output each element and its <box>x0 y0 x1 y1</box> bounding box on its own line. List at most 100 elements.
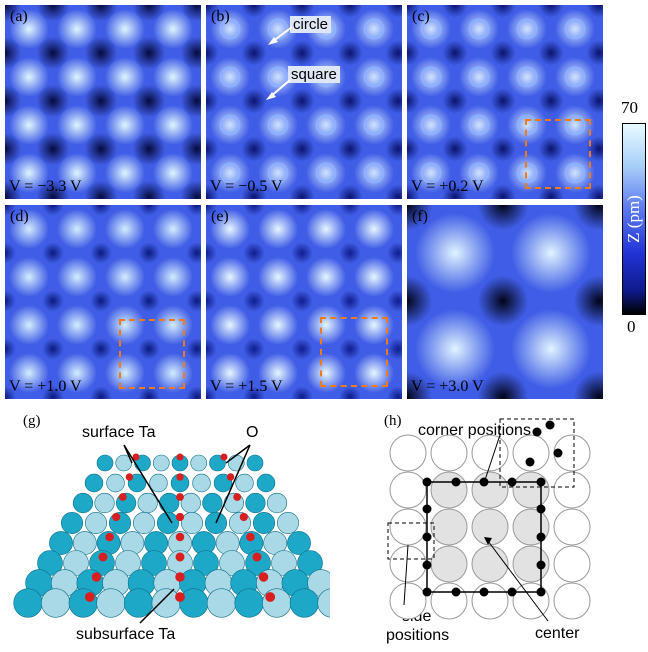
oxygen-atom <box>105 532 114 542</box>
dark-pit <box>5 338 16 360</box>
dark-pit <box>5 242 16 264</box>
dark-pit <box>90 242 112 264</box>
dark-pit <box>442 40 468 66</box>
lattice-site <box>389 508 427 546</box>
label-center: center <box>535 625 580 642</box>
ta-atom <box>149 473 168 493</box>
bright-spot <box>153 257 193 297</box>
lattice-site <box>512 434 550 472</box>
bright-spot <box>507 105 547 145</box>
bright-spot <box>507 9 547 49</box>
oxygen-atom <box>226 473 235 481</box>
bright-spot <box>105 257 145 297</box>
bright-spot <box>105 305 145 345</box>
dark-pit <box>573 205 603 231</box>
oxygen-atom <box>118 493 127 501</box>
bright-spot <box>411 57 451 97</box>
dark-pit <box>138 290 160 312</box>
stm-panel-d: (d) V = +1.0 V <box>5 205 201 399</box>
position-dot <box>536 477 546 487</box>
dark-pit <box>132 84 166 118</box>
bright-spot <box>258 105 298 145</box>
ta-atom <box>245 550 271 576</box>
oxygen-atom <box>125 473 134 481</box>
lattice-site <box>553 582 591 620</box>
dark-pit <box>407 40 420 66</box>
bright-spot <box>105 9 145 49</box>
dark-pit <box>5 205 16 216</box>
oxygen-atom <box>176 493 184 501</box>
dark-pit <box>442 184 468 199</box>
oxygen-atom <box>98 552 108 562</box>
pointer-line <box>403 544 409 606</box>
dark-pit <box>337 136 363 162</box>
bright-spot <box>306 353 346 393</box>
panel-label: (a) <box>10 8 28 25</box>
lattice-site <box>389 471 427 509</box>
dark-pit <box>206 290 217 312</box>
ta-atom <box>190 454 208 472</box>
ta-atom <box>84 473 104 493</box>
bright-spot <box>354 353 394 393</box>
bright-spot <box>153 209 193 249</box>
bright-spot <box>9 57 49 97</box>
dark-pit <box>186 205 201 216</box>
ring-feature <box>363 18 385 40</box>
dark-pit <box>132 36 166 70</box>
oxygen-atom <box>175 512 185 522</box>
lattice-diagram <box>387 418 591 622</box>
dark-pit <box>477 275 529 327</box>
bright-spot <box>306 257 346 297</box>
position-dot <box>451 477 461 487</box>
dark-pit <box>5 84 22 118</box>
bright-spot <box>9 105 49 145</box>
ring-feature <box>267 66 289 88</box>
dark-pit <box>339 338 361 360</box>
bright-spot <box>210 57 250 97</box>
dark-pit <box>289 136 315 162</box>
dark-pit <box>291 205 313 216</box>
dark-pit <box>241 88 267 114</box>
ta-atom <box>94 492 115 514</box>
lattice-site <box>553 508 591 546</box>
colorbar: Z (pm) <box>622 123 646 315</box>
dark-pit <box>442 88 468 114</box>
ring-feature <box>468 114 490 136</box>
oxygen-atom <box>175 532 185 542</box>
dark-pit <box>206 5 219 18</box>
ta-atom <box>289 588 319 618</box>
bright-spot <box>105 105 145 145</box>
dark-pit <box>387 242 402 264</box>
lattice-site <box>471 434 509 472</box>
dark-pit <box>206 386 217 399</box>
position-dot <box>536 560 546 570</box>
dark-pit <box>180 132 201 166</box>
annotation-circle: circle <box>290 16 332 33</box>
ring-feature <box>564 66 586 88</box>
dark-pit <box>573 371 603 399</box>
oxygen-atom <box>175 572 185 582</box>
position-dot <box>525 457 535 467</box>
bright-spot <box>459 105 499 145</box>
ta-atom <box>179 588 209 618</box>
stm-panel-a: (a) V = −3.3 V <box>5 5 201 199</box>
position-dot <box>422 477 432 487</box>
dark-pit <box>586 88 603 114</box>
dark-pit <box>490 88 516 114</box>
position-dot <box>536 532 546 542</box>
bright-spot <box>507 153 547 193</box>
ta-atom <box>287 531 311 555</box>
ta-atom <box>180 492 201 514</box>
dark-pit <box>90 290 112 312</box>
oxygen-atom <box>265 592 276 602</box>
lattice-site <box>430 434 468 472</box>
dark-pit <box>180 84 201 118</box>
bright-spot <box>411 105 451 145</box>
ta-atom <box>181 512 204 535</box>
colorbar-max: 70 <box>621 98 638 117</box>
dark-pit <box>180 5 201 22</box>
bright-spot <box>511 213 591 293</box>
dark-pit <box>573 275 603 327</box>
position-dot <box>536 504 546 514</box>
dark-pit <box>243 290 265 312</box>
